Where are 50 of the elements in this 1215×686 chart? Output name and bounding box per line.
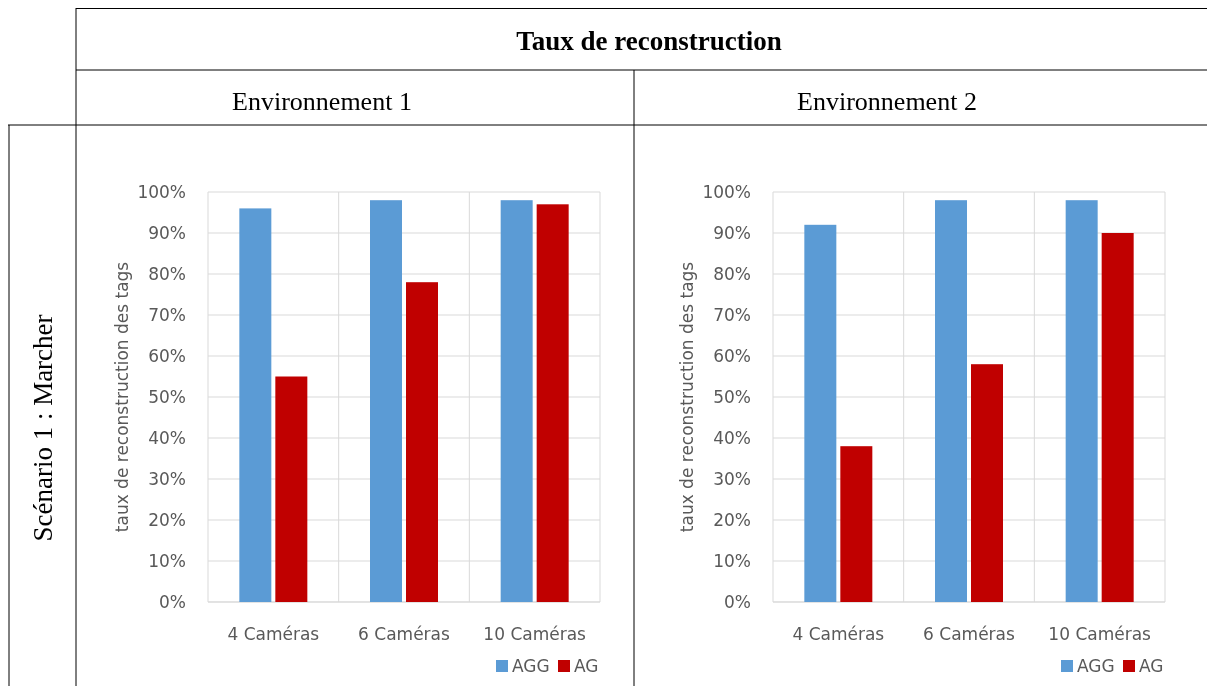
bar xyxy=(1101,233,1134,602)
y-tick-label: 10% xyxy=(148,551,186,571)
x-tick-label: 4 Caméras xyxy=(792,624,885,644)
x-tick-label: 6 Caméras xyxy=(358,624,451,644)
y-tick-label: 70% xyxy=(713,305,751,325)
y-tick-label: 20% xyxy=(148,510,186,530)
y-tick-label: 20% xyxy=(713,510,751,530)
y-tick-label: 60% xyxy=(713,346,751,366)
y-tick-label: 10% xyxy=(713,551,751,571)
y-tick-label: 70% xyxy=(148,305,186,325)
y-tick-label: 0% xyxy=(159,592,186,612)
y-tick-label: 50% xyxy=(713,387,751,407)
x-tick-label: 6 Caméras xyxy=(923,624,1016,644)
x-tick-label: 10 Caméras xyxy=(483,624,587,644)
y-tick-label: 30% xyxy=(148,469,186,489)
y-tick-label: 90% xyxy=(713,223,751,243)
text: Taux de reconstruction xyxy=(516,26,782,56)
x-tick-label: 4 Caméras xyxy=(227,624,320,644)
chart-title: Environnement 1 xyxy=(232,87,412,116)
bar xyxy=(536,204,569,602)
legend-label: AGG xyxy=(512,656,550,676)
y-axis-title: taux de reconstruction des tags xyxy=(677,261,697,533)
y-tick-label: 100% xyxy=(137,182,186,202)
bar xyxy=(406,282,438,602)
bar xyxy=(935,200,967,602)
bar xyxy=(804,224,837,602)
y-tick-label: 80% xyxy=(148,264,186,284)
bar xyxy=(275,376,308,602)
bar xyxy=(239,208,272,602)
bar xyxy=(370,200,402,602)
y-axis-title: taux de reconstruction des tags xyxy=(112,261,132,533)
text: Scénario 1 : Marcher xyxy=(28,314,58,542)
y-tick-label: 30% xyxy=(713,469,751,489)
y-tick-label: 50% xyxy=(148,387,186,407)
y-tick-label: 90% xyxy=(148,223,186,243)
bar xyxy=(500,200,533,602)
bar xyxy=(971,364,1003,602)
y-tick-label: 80% xyxy=(713,264,751,284)
chart-title: Environnement 2 xyxy=(797,87,977,116)
bar xyxy=(1065,200,1098,602)
bar xyxy=(840,446,873,602)
y-tick-label: 0% xyxy=(724,592,751,612)
legend-label: AG xyxy=(1139,656,1164,676)
legend-label: AGG xyxy=(1077,656,1115,676)
x-tick-label: 10 Caméras xyxy=(1048,624,1152,644)
y-tick-label: 60% xyxy=(148,346,186,366)
y-tick-label: 40% xyxy=(713,428,751,448)
legend-label: AG xyxy=(574,656,599,676)
y-tick-label: 100% xyxy=(702,182,751,202)
y-tick-label: 40% xyxy=(148,428,186,448)
